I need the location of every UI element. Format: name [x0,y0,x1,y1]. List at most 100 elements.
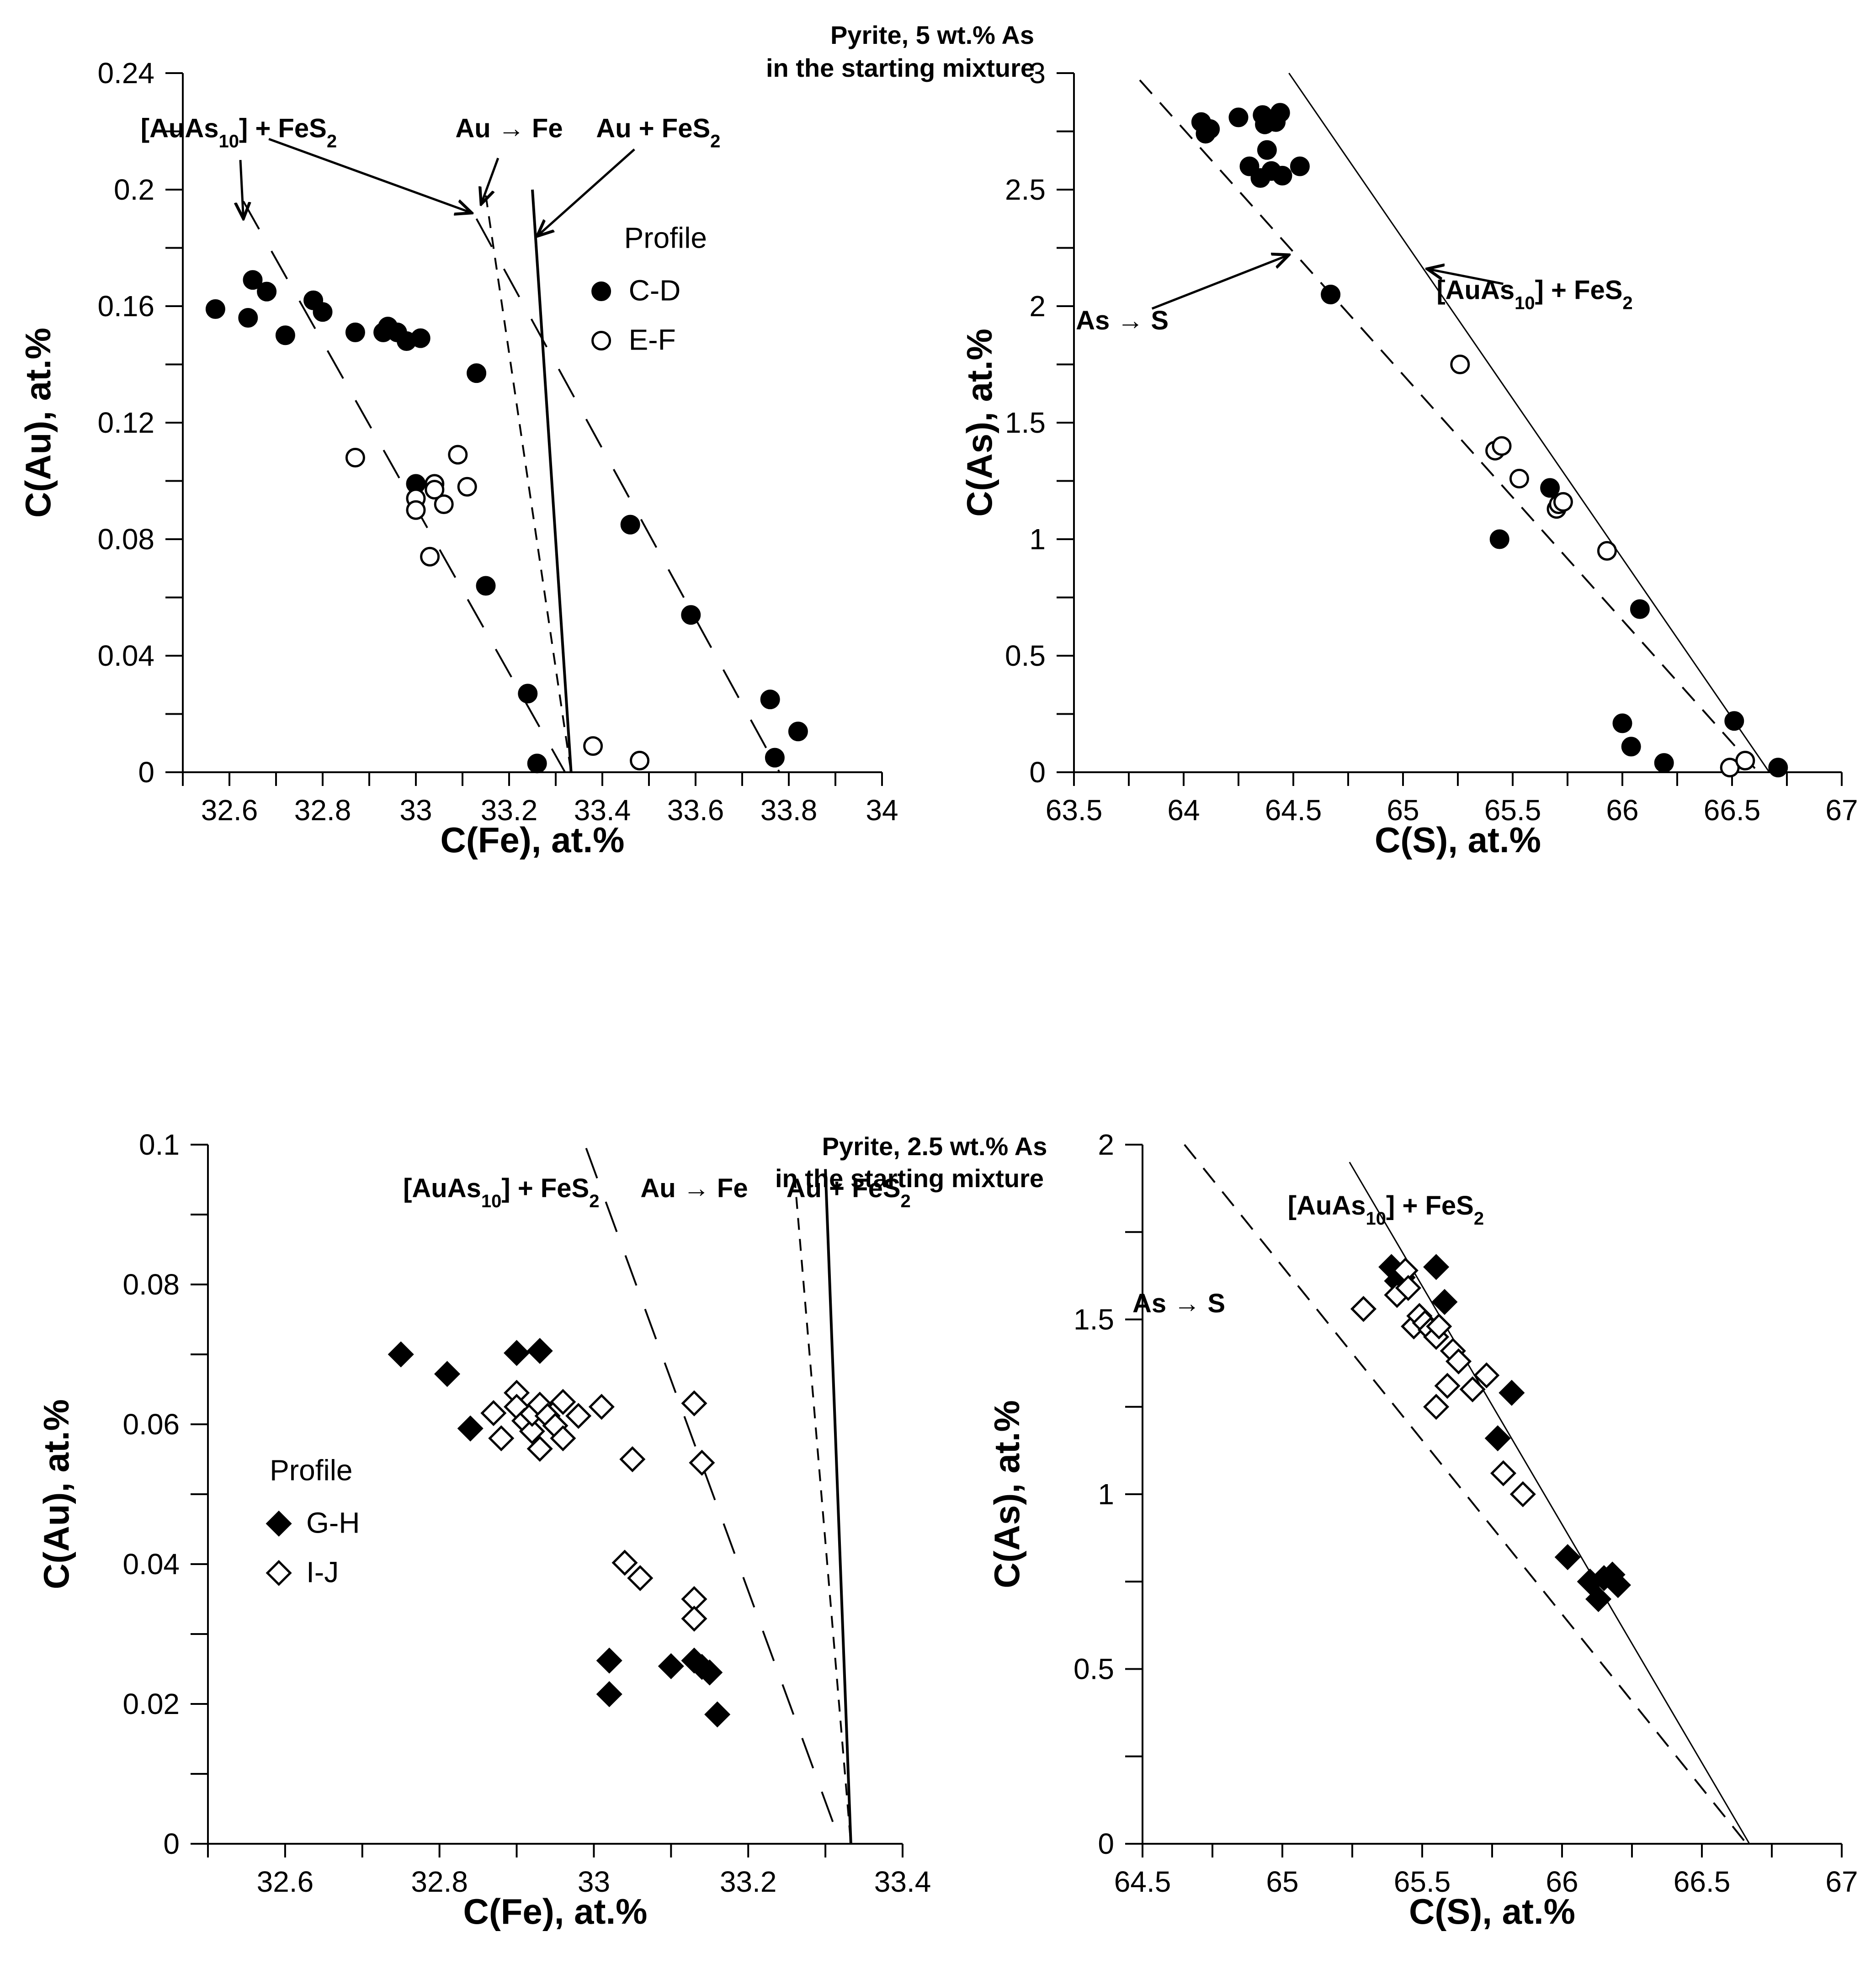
x-tick-label: 32.8 [294,794,351,827]
annotation-arrow [1427,269,1504,285]
data-point-c-d [476,576,496,596]
data-point-c-d [760,690,780,710]
data-point-g-h [1423,1254,1450,1280]
data-point-g-h [1585,1586,1612,1613]
data-point-e-f [1597,541,1617,561]
data-point-i-j [619,1446,646,1473]
x-axis-label: C(S), at.% [1409,1891,1575,1932]
data-point-i-j [565,1403,592,1429]
x-tick-label: 32.8 [411,1865,468,1898]
data-point-i-j [588,1394,615,1420]
x-tick-label: 33.4 [574,794,631,827]
data-point-e-f [1492,436,1512,456]
y-axis-label: C(As), at.% [987,1400,1027,1588]
data-point-c-d [467,363,487,383]
data-point-c-d [275,325,295,345]
data-point-c-d [1654,753,1674,773]
data-point-c-d [1768,758,1788,778]
data-point-i-j [526,1436,553,1462]
data-point-g-h [596,1681,622,1708]
data-point-i-j [488,1425,515,1452]
data-point-i-j [550,1425,576,1452]
y-tick-label: 2 [1029,290,1046,323]
chart-panel-s-as-5pct: 63.5 64 64.5 65 65.5 66 66.5 67 0 0.5 1 1.5 2 2.5 3 C(S… [959,57,1858,860]
annotation-label: As → S [1132,1289,1225,1318]
reference-line [1288,73,1770,773]
data-point-g-h [1554,1544,1581,1571]
data-point-c-d [1270,103,1290,123]
data-point-g-h [704,1701,731,1728]
y-tick-label: 1.5 [1074,1303,1114,1336]
data-point-g-h [596,1647,622,1674]
legend-marker-g-h [266,1510,292,1537]
y-tick-label: 0.5 [1074,1653,1114,1686]
y-axis-label: C(Au), at.% [36,1399,76,1589]
x-axis-label: C(Fe), at.% [440,820,624,860]
data-point-e-f [630,751,650,770]
annotation-label: [AuAs10] + FeS2 [1436,276,1632,313]
y-tick-label: 0 [138,756,154,789]
data-point-i-j [1490,1460,1517,1486]
data-point-i-j [1446,1348,1472,1374]
y-tick-label: 1 [1029,523,1046,556]
reference-line [475,218,781,773]
data-point-c-d [1200,119,1220,139]
y-tick-label: 0 [163,1827,180,1860]
x-tick-label: 32.6 [257,1865,314,1898]
data-point-i-j [1434,1373,1461,1399]
reference-line [1184,1144,1748,1845]
x-axis-label: C(S), at.% [1375,820,1541,860]
data-point-c-d [527,754,547,774]
data-point-c-d [681,605,701,625]
y-tick-label: 0.04 [122,1548,180,1581]
reference-line [824,1169,852,1844]
title-bottom-line1: Pyrite, 2.5 wt.% As [822,1132,1047,1161]
annotation-label: Au + FeS2 [787,1173,911,1211]
annotation-label: [AuAs10] + FeS2 [141,113,337,151]
annotation-arrow [537,149,635,236]
chart-panel-s-as-2-5pct: 64.5 65 65.5 66 66.5 67 0 0.5 1 1.5 2 C(S), at.% C(A… [987,1128,1858,1932]
x-tick-label: 33.2 [481,794,538,827]
x-tick-label: 66 [1546,1865,1578,1898]
x-tick-label: 66.5 [1704,794,1761,827]
annotation-label: As → S [1076,306,1169,335]
annotation-label: Au + FeS2 [596,113,720,151]
data-point-c-d [313,302,333,322]
data-point-g-h [1605,1572,1631,1598]
y-tick-label: 0.1 [139,1128,180,1161]
data-point-c-d [243,270,263,290]
data-point-i-j [480,1400,507,1427]
y-axis-label: C(Au), at.% [18,328,58,518]
y-tick-label: 0.2 [114,173,154,206]
y-tick-label: 0.24 [97,57,154,90]
x-tick-label: 64.5 [1114,1865,1171,1898]
x-tick-label: 66 [1606,794,1638,827]
y-tick-label: 2.5 [1005,173,1046,206]
data-point-g-h [457,1415,484,1442]
data-point-e-f [1450,355,1470,374]
annotation-label: [AuAs10] + FeS2 [1288,1191,1484,1229]
data-point-i-j [1473,1362,1500,1389]
y-tick-label: 0.16 [97,290,154,323]
data-point-c-d [1621,737,1641,757]
data-point-i-j [1350,1296,1377,1322]
data-point-e-f [1553,492,1573,512]
x-tick-label: 33 [399,794,432,827]
data-point-g-h [1484,1425,1511,1452]
x-tick-label: 33.4 [874,1865,931,1898]
y-tick-label: 0.12 [97,406,154,439]
data-point-e-f [1735,751,1755,770]
data-point-c-d [1540,478,1560,498]
annotation-arrow [240,160,244,219]
data-point-c-d [410,328,430,348]
y-axis-label: C(As), at.% [959,329,999,517]
data-point-c-d [1612,713,1632,733]
x-tick-label: 33.8 [760,794,818,827]
reference-line [793,1176,852,1844]
reference-line [585,1147,842,1844]
x-tick-label: 64 [1167,794,1200,827]
data-point-c-d [345,322,365,342]
x-tick-label: 63.5 [1046,794,1103,827]
data-point-g-h [388,1341,414,1368]
